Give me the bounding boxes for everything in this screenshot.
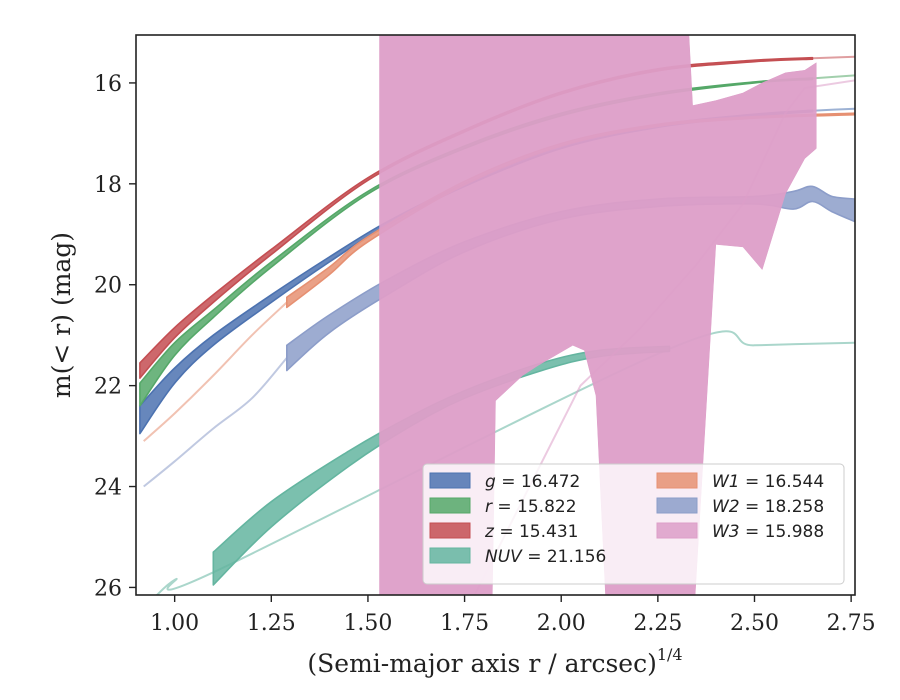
series-w3-band <box>379 35 817 595</box>
legend-swatch-w3 <box>656 522 698 539</box>
x-tick-label: 2.00 <box>537 611 586 636</box>
plot-frame <box>135 34 856 596</box>
legend-label-g: g = 16.472 <box>485 472 580 492</box>
y-tick-label: 20 <box>94 274 122 299</box>
legend-label-r: r = 15.822 <box>485 497 577 517</box>
y-tick-label: 26 <box>94 576 122 601</box>
legend-item-r: r = 15.822 <box>429 497 577 517</box>
series-g-extrapolation-line <box>812 107 855 112</box>
series-z-extrapolation-line <box>812 55 855 60</box>
legend: g = 16.472 r = 15.822 z = 15.431 NUV = 21.1… <box>422 463 845 585</box>
x-axis-title-main: (Semi-major axis r / arcsec) <box>307 649 656 678</box>
legend-label-w3: W3 = 15.988 <box>712 522 824 542</box>
legend-label-z: z = 15.431 <box>484 522 578 542</box>
series-z-band <box>139 56 814 379</box>
legend-swatch-z <box>429 522 471 539</box>
legend-item-w1: W1 = 16.544 <box>656 472 824 492</box>
series-w2-extrapolation-line <box>143 357 288 488</box>
legend-swatch-nuv <box>429 547 471 564</box>
x-tick-label: 1.25 <box>247 611 296 636</box>
legend-item-g: g = 16.472 <box>429 472 580 492</box>
legend-swatch-w1 <box>656 472 698 489</box>
x-axis-title-superscript: 1/4 <box>657 645 683 664</box>
x-tick-label: 1.75 <box>440 611 489 636</box>
x-tick-label: 2.75 <box>827 611 876 636</box>
y-tick-label: 18 <box>94 173 122 198</box>
x-tick-label: 1.50 <box>343 611 392 636</box>
legend-label-nuv: NUV = 21.156 <box>485 547 606 567</box>
legend-swatch-g <box>429 472 471 489</box>
series-w1-extrapolation-line <box>143 301 288 442</box>
legend-swatch-r <box>429 497 471 514</box>
x-axis-title: (Semi-major axis r / arcsec)1/4 <box>307 645 682 678</box>
y-axis-title: m(< r) (mag) <box>47 232 76 398</box>
y-axis-ticks: 16 18 20 22 24 26 <box>94 72 136 601</box>
x-tick-label: 2.25 <box>633 611 682 636</box>
legend-swatch-w2 <box>656 497 698 514</box>
legend-items: g = 16.472 r = 15.822 z = 15.431 NUV = 21.1… <box>429 472 824 567</box>
x-tick-label: 2.50 <box>730 611 779 636</box>
y-tick-label: 16 <box>94 72 122 97</box>
legend-label-w2: W2 = 18.258 <box>712 497 824 517</box>
legend-box <box>422 463 845 585</box>
legend-label-w1: W1 = 16.544 <box>712 472 824 492</box>
x-tick-label: 1.00 <box>150 611 199 636</box>
y-tick-label: 22 <box>94 375 122 400</box>
legend-item-w3: W3 = 15.988 <box>656 522 824 542</box>
legend-item-nuv: NUV = 21.156 <box>429 547 606 567</box>
series-r-extrapolation-line <box>812 74 855 80</box>
y-tick-label: 24 <box>94 476 122 501</box>
series-layer <box>139 35 855 595</box>
series-z <box>139 55 855 379</box>
legend-item-w2: W2 = 18.258 <box>656 497 824 517</box>
x-axis-ticks: 1.00 1.25 1.50 1.75 2.00 2.25 2.50 2.75 <box>150 595 876 636</box>
legend-item-z: z = 15.431 <box>429 522 578 542</box>
series-w3 <box>379 35 855 595</box>
